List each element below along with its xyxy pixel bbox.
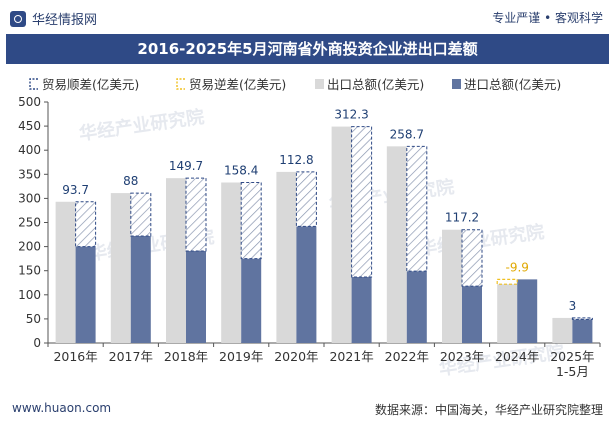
y-tick-label: 0 [33,336,41,350]
export-bar [552,317,573,343]
export-bar [331,126,352,343]
chart-canvas: 华经产业研究院华经产业研究院华经产业研究院华经产业研究院华经产业研究院 贸易顺差… [18,77,601,380]
bars [55,126,593,343]
data-label: 258.7 [390,127,424,141]
y-tick-label: 250 [18,216,41,230]
import-bar [75,246,96,343]
legend-swatch-import [452,79,461,89]
slogan: 专业严谨 • 客观科学 [492,11,603,25]
export-bar [166,178,186,343]
footer: www.huaon.com 数据来源：中国海关，华经产业研究院整理 [0,395,615,427]
footer-url[interactable]: www.huaon.com [12,401,112,415]
import-bar [406,271,427,343]
x-tick-label: 2021年 [329,349,373,364]
surplus-bar [571,317,593,320]
import-bar [130,235,151,343]
data-label: 3 [569,299,577,313]
legend-swatch-deficit [176,78,185,90]
export-bar [442,229,462,343]
x-tick-label: 2022年 [385,349,429,364]
legend-swatch-export [315,79,324,89]
export-bar [497,284,518,343]
y-tick-label: 200 [18,240,41,254]
import-bar [351,276,372,343]
y-tick-label: 300 [18,191,41,205]
watermark-text: 华经产业研究院 [78,106,206,145]
x-tick-label: 2024年 [495,349,539,364]
y-tick-label: 500 [18,95,41,109]
deficit-bar [496,278,518,285]
legend: 贸易顺差(亿美元) 贸易逆差(亿美元) 出口总额(亿美元) 进口总额(亿美元) [29,77,561,92]
data-label: 149.7 [169,159,203,173]
chart-title: 2016-2025年5月河南省外商投资企业进出口差额 [6,34,609,64]
surplus-bar [351,126,373,278]
y-tick-label: 150 [18,264,41,278]
brand-logo-icon [10,10,26,27]
data-label: 312.3 [334,108,368,122]
x-tick-label: 1-5月 [556,364,589,379]
surplus-bar [185,177,207,252]
footer-source: 数据来源：中国海关，华经产业研究院整理 [374,403,603,417]
legend-label-import: 进口总额(亿美元) [464,77,561,92]
x-tick-label: 2025年 [550,349,594,364]
axes: 0 50 100 150 200 250 300 350 400 450 500 2016年 2017年… [18,95,601,379]
export-bar [110,193,131,343]
y-tick-label: 100 [18,288,41,302]
import-bar [296,226,317,343]
legend-label-surplus: 贸易顺差(亿美元) [42,77,139,92]
data-label: 88 [123,174,138,188]
data-labels: 93.7 88 149.7 158.4 112.8 312.3 258.7 117.2 -9.9… [62,108,576,313]
export-bar [221,182,242,343]
x-tick-label: 2016年 [53,349,97,364]
data-label: 158.4 [224,163,258,177]
legend-label-deficit: 贸易逆差(亿美元) [189,77,286,92]
x-tick-label: 2023年 [440,349,484,364]
x-tick-label: 2019年 [219,349,263,364]
y-tick-label: 400 [18,143,41,157]
y-tick-label: 350 [18,167,41,181]
import-bar [517,279,538,343]
data-label: -9.9 [505,260,528,274]
import-bar [572,319,593,343]
x-tick-label: 2018年 [164,349,208,364]
surplus-bar [240,181,262,260]
watermark-layer: 华经产业研究院华经产业研究院华经产业研究院华经产业研究院华经产业研究院 [78,106,566,380]
surplus-bar [295,171,317,227]
export-bar [276,171,297,343]
surplus-bar [406,145,428,272]
top-bar: 华经情报网 专业严谨 • 客观科学 [0,0,615,34]
y-tick-label: 50 [26,312,41,326]
import-bar [241,258,262,343]
data-label: 117.2 [445,211,479,225]
export-bar [55,201,76,343]
import-bar [462,286,482,343]
brand-name: 华经情报网 [32,13,98,28]
y-tick-label: 450 [18,119,41,133]
surplus-bar [130,192,152,237]
x-tick-label: 2017年 [109,349,153,364]
data-label: 112.8 [279,153,313,167]
import-bar [186,250,206,343]
export-bar [386,146,407,343]
surplus-bar [461,229,483,287]
surplus-bar [75,201,97,248]
data-label: 93.7 [62,183,89,197]
legend-swatch-surplus [29,78,38,90]
legend-label-export: 出口总额(亿美元) [327,77,424,92]
brand[interactable]: 华经情报网 [10,9,97,28]
x-tick-label: 2020年 [274,349,318,364]
